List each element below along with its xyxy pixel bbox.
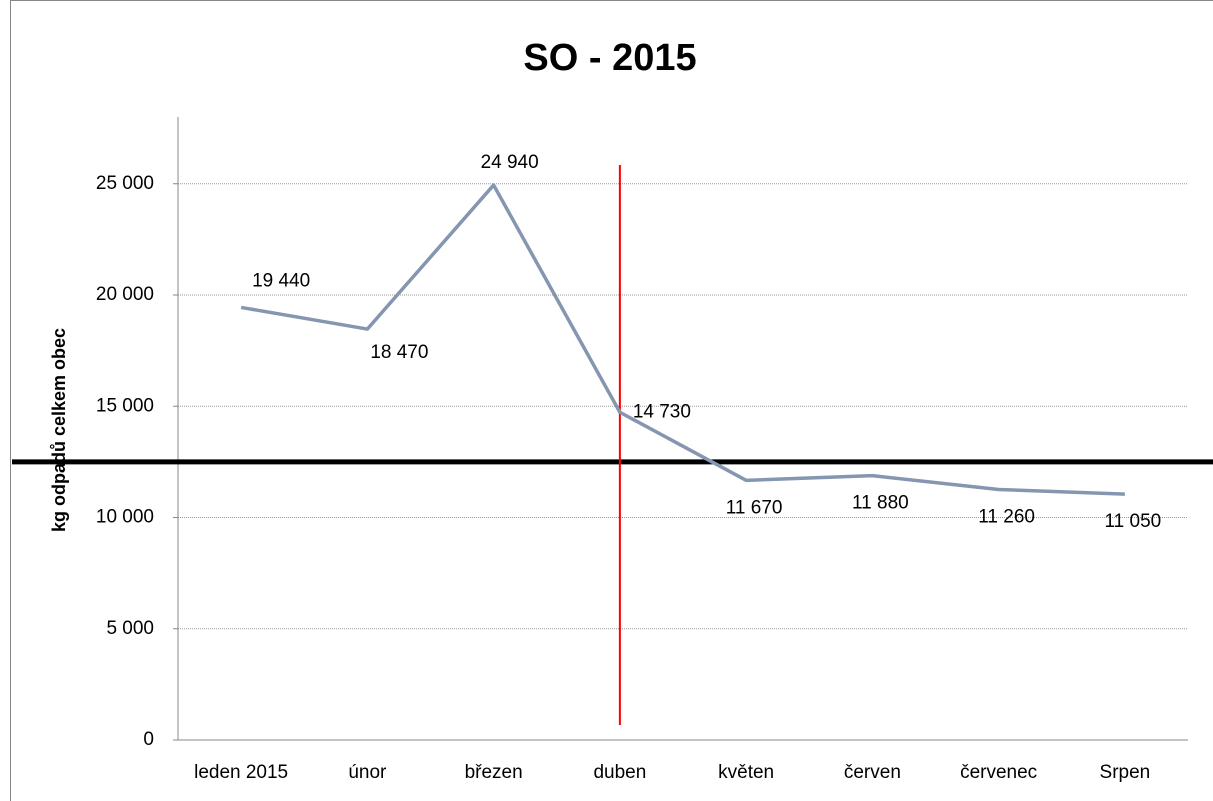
data-label: 11 670 [726,497,783,518]
y-tick-label: 15 000 [96,395,154,416]
x-tick-label: červenec [960,762,1037,783]
y-axis-label: kg odpadů celkem obec [49,328,69,532]
x-tick-label: červen [844,762,901,783]
y-tick-label: 20 000 [96,284,154,305]
data-label: 14 730 [633,401,691,422]
x-tick-label: únor [348,762,387,783]
chart-title: SO - 2015 [523,37,696,79]
data-label: 19 440 [252,270,310,291]
x-tick-label: leden 2015 [194,762,288,783]
y-tick-label: 0 [143,729,154,750]
x-tick-label: duben [593,762,646,783]
data-label: 11 050 [1105,511,1162,532]
y-tick-label: 5 000 [106,618,154,639]
y-tick-label: 25 000 [96,173,154,194]
data-label: 24 940 [481,152,539,173]
data-label: 11 880 [852,493,909,514]
data-label: 11 260 [978,506,1035,527]
line [240,183,1125,496]
y-tick-label: 10 000 [96,507,154,528]
x-tick-label: Srpen [1100,762,1151,783]
x-tick-label: březen [465,762,523,783]
x-tick-label: květen [718,762,774,783]
data-label: 18 470 [370,342,428,363]
